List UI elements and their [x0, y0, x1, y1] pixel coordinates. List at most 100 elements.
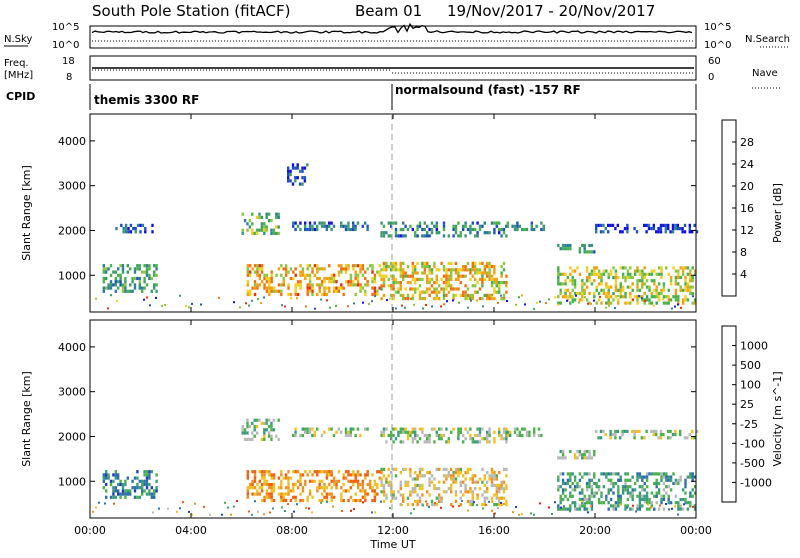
echo-cell	[576, 266, 579, 270]
echo-cell	[356, 276, 360, 281]
echo-cell	[124, 230, 128, 234]
echo-cell	[445, 287, 448, 291]
echo-cell	[267, 431, 271, 435]
echo-cell	[684, 481, 687, 486]
echo-cell	[490, 297, 494, 301]
noise-cell	[284, 510, 286, 512]
echo-cell	[390, 471, 393, 475]
echo-cell	[313, 430, 316, 434]
echo-cell	[581, 285, 584, 289]
echo-cell	[399, 268, 402, 272]
echo-cell	[337, 264, 341, 268]
echo-cell	[662, 488, 666, 492]
echo-cell	[258, 479, 261, 483]
echo-cell	[411, 227, 414, 232]
echo-cell	[121, 283, 125, 287]
echo-cell	[263, 431, 266, 435]
echo-cell	[126, 264, 129, 268]
echo-cell	[450, 477, 453, 481]
noise-cell	[503, 298, 505, 301]
echo-cell	[581, 501, 584, 505]
echo-cell	[502, 430, 506, 434]
echo-cell	[498, 227, 501, 232]
echo-cell	[299, 286, 302, 290]
echo-cell	[428, 281, 431, 285]
noise-cell	[671, 307, 673, 310]
echo-cell	[376, 492, 379, 496]
echo-cell	[643, 497, 646, 502]
echo-cell	[450, 274, 453, 278]
echo-cell	[609, 488, 613, 492]
echo-cell	[674, 501, 678, 505]
echo-cell	[102, 264, 105, 268]
noise-cell	[167, 507, 169, 510]
echo-cell	[342, 224, 345, 228]
echo-cell	[313, 227, 316, 232]
echo-cell	[438, 493, 441, 497]
noise-cell	[395, 307, 397, 310]
echo-cell	[150, 492, 153, 496]
freq-unit-label: [MHz]	[4, 70, 33, 81]
echo-cell	[265, 492, 269, 496]
echo-cell	[299, 482, 302, 487]
echo-cell	[352, 473, 355, 477]
noise-cell	[146, 296, 148, 299]
echo-cell	[299, 283, 302, 287]
noise-cell	[632, 298, 634, 301]
echo-cell	[689, 504, 692, 508]
echo-cell	[609, 497, 613, 502]
echo-cell	[445, 271, 448, 275]
echo-cell	[119, 276, 122, 281]
echo-cell	[145, 482, 149, 487]
echo-cell	[674, 227, 677, 231]
echo-cell	[354, 264, 357, 268]
noise-cell	[533, 307, 535, 310]
echo-cell	[619, 288, 622, 292]
echo-cell	[498, 483, 501, 487]
power-ylabel: Slant Range [km]	[20, 165, 33, 261]
echo-cell	[462, 474, 465, 478]
echo-cell	[495, 496, 498, 500]
echo-cell	[373, 479, 377, 483]
echo-cell	[643, 475, 646, 479]
echo-cell	[581, 456, 584, 460]
echo-cell	[308, 286, 312, 290]
echo-cell	[416, 477, 419, 481]
echo-cell	[657, 507, 661, 511]
echo-cell	[349, 495, 353, 499]
echo-cell	[578, 507, 582, 511]
echo-cell	[669, 298, 673, 302]
echo-cell	[102, 276, 105, 281]
echo-cell	[287, 179, 290, 183]
echo-cell	[390, 293, 393, 297]
echo-cell	[299, 479, 302, 483]
echo-cell	[414, 277, 417, 281]
echo-cell	[426, 234, 429, 238]
echo-cell	[352, 264, 355, 268]
echo-cell	[590, 250, 594, 254]
echo-cell	[117, 492, 120, 496]
echo-cell	[667, 501, 670, 505]
freq-tick-top: 18	[62, 56, 75, 67]
echo-cell	[421, 277, 424, 281]
echo-cell	[488, 433, 491, 438]
echo-cell	[347, 498, 350, 503]
echo-cell	[356, 482, 360, 487]
echo-cell	[418, 284, 422, 288]
echo-cell	[399, 480, 402, 484]
echo-cell	[493, 440, 496, 444]
echo-cell	[641, 295, 644, 299]
echo-cell	[265, 421, 268, 425]
echo-cell	[576, 485, 579, 489]
echo-cell	[617, 491, 620, 495]
echo-cell	[569, 472, 572, 476]
echo-cell	[581, 298, 584, 302]
echo-cell	[659, 227, 663, 231]
x-tick-label: 04:00	[175, 524, 207, 537]
echo-cell	[414, 427, 417, 431]
echo-cell	[595, 227, 598, 231]
echo-cell	[246, 425, 249, 429]
echo-cell	[390, 483, 393, 487]
echo-cell	[500, 433, 503, 438]
echo-cell	[624, 266, 627, 270]
